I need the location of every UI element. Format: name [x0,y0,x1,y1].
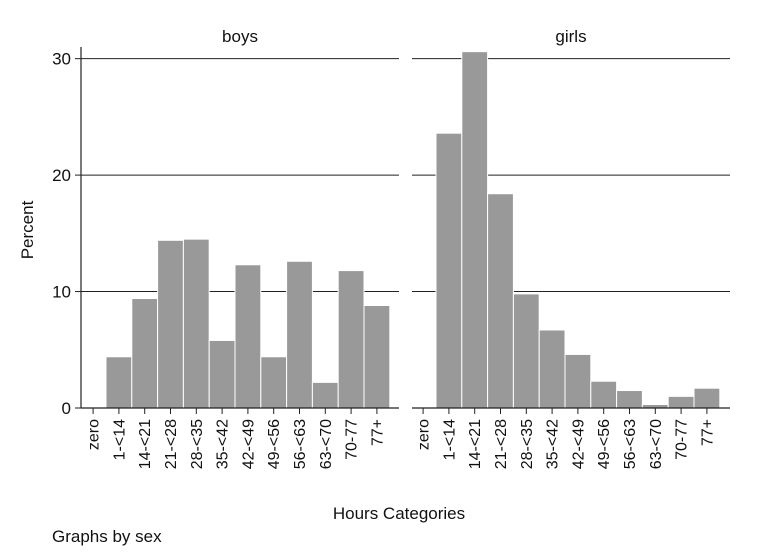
bar-girls-42-<49 [564,353,592,409]
x-tick-label: 28-<35 [519,419,536,469]
x-tick-label: 35-<42 [545,419,562,469]
panel-title: girls [555,27,586,46]
x-tick-label: 42-<49 [240,419,257,469]
bar-girls-56-<63 [616,390,643,409]
axes [80,47,730,409]
bar-boys-49-<56 [260,356,288,409]
x-tick-label: zero [86,419,103,450]
y-tick-label: 0 [62,399,71,418]
x-tick-label: 21-<28 [493,419,510,469]
y-tick-label: 10 [52,283,71,302]
x-tick-label: 42-<49 [570,419,587,469]
x-tick-label: 56-<63 [292,419,309,469]
x-tick-label: 56-<63 [622,419,639,469]
x-tick-label: zero [416,419,433,450]
x-tick-label: 28-<35 [189,419,206,469]
bar-boys-70-77 [337,270,365,409]
x-tick-label: 49-<56 [596,419,613,469]
x-tick-label: 1-<14 [441,419,458,460]
bars [105,51,721,409]
y-tick-label: 20 [52,166,71,185]
bar-boys-35-<42 [208,339,236,409]
bar-boys-1-<14 [105,356,133,409]
bar-girls-35-<42 [538,329,566,409]
x-tick-label: 70-77 [674,419,691,460]
bar-boys-77+ [363,305,391,409]
x-tick-label: 77+ [369,419,386,446]
panel-title: boys [222,27,258,46]
x-tick-label: 14-<21 [467,419,484,469]
y-ticks: 0 10 20 30 [52,50,81,418]
x-tick-label: 49-<56 [266,419,283,469]
bar-girls-77+ [693,387,721,409]
x-tick-label: 21-<28 [163,419,180,469]
panel-header-0 [81,19,399,46]
x-ticks: zero 1-<14 14-<21 21-<28 28-<35 35-<42 42-<49 4… [86,408,716,469]
bar-boys-42-<49 [234,264,262,409]
y-tick-label: 30 [52,50,71,69]
bar-boys-63-<70 [311,381,339,409]
x-axis-label: Hours Categories [333,504,465,523]
footnote: Graphs by sex [52,527,162,546]
bar-girls-70-77 [667,395,695,409]
bar-boys-14-<21 [131,298,159,409]
bar-boys-28-<35 [182,238,210,409]
x-tick-label: 70-77 [344,419,361,460]
bar-girls-1-<14 [435,132,463,409]
bar-girls-14-<21 [461,51,489,409]
y-axis-label: Percent [18,200,37,259]
x-tick-label: 63-<70 [318,419,335,469]
x-tick-label: 14-<21 [137,419,154,469]
x-tick-label: 1-<14 [111,419,128,460]
bar-girls-49-<56 [590,380,618,409]
bar-boys-21-<28 [157,239,184,409]
x-tick-label: 77+ [699,419,716,446]
panel-headers: boys girls [81,19,730,46]
bar-girls-21-<28 [487,193,514,409]
bar-girls-28-<35 [512,293,540,409]
x-tick-label: 63-<70 [648,419,665,469]
panel-header-1 [412,19,730,46]
bar-boys-56-<63 [286,260,313,409]
x-tick-label: 35-<42 [215,419,232,469]
